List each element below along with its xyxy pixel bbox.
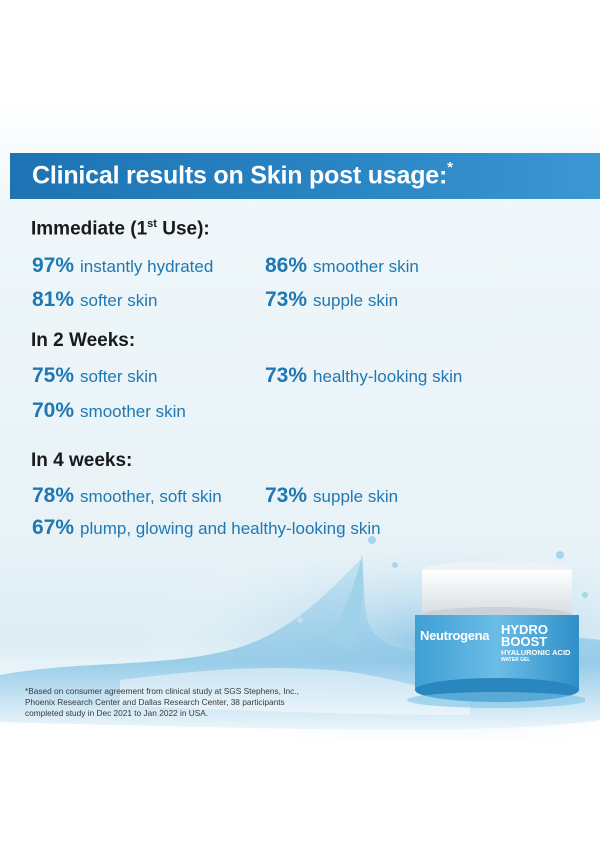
stat-percent: 81% xyxy=(32,288,75,311)
stat-item: 67% plump, glowing and healthy-looking sk… xyxy=(32,516,381,540)
section-heading-immediate-sup: st xyxy=(147,218,157,230)
product-label: HYDRO BOOST HYALURONIC ACID WATER GEL xyxy=(501,622,571,664)
product-name-2: BOOST xyxy=(501,634,548,649)
stat-text: softer skin xyxy=(80,291,158,310)
stat-item: 86% smoother skin xyxy=(265,254,419,278)
section-heading-2-weeks: In 2 Weeks: xyxy=(31,330,136,351)
section-heading-immediate-end: Use): xyxy=(156,218,210,240)
footnote-line: *Based on consumer agreement from clinic… xyxy=(25,686,299,696)
section-heading-immediate-text: Immediate (1 xyxy=(31,218,148,240)
stat-item: 81% softer skin xyxy=(32,288,158,312)
page-title-text: Clinical results on Skin post usage: xyxy=(32,161,448,190)
stat-text: smoother, soft skin xyxy=(80,487,222,506)
footnote: *Based on consumer agreement from clinic… xyxy=(25,686,345,719)
stat-percent: 78% xyxy=(32,484,75,507)
stat-text: softer skin xyxy=(80,367,158,386)
section-heading-immediate: Immediate (1st Use): xyxy=(31,218,210,240)
stat-item: 73% supple skin xyxy=(265,484,398,508)
stat-text: supple skin xyxy=(313,291,399,310)
product-brand: Neutrogena xyxy=(420,628,490,643)
stat-percent: 97% xyxy=(32,254,75,277)
stat-item: 73% healthy-looking skin xyxy=(265,364,462,388)
stat-percent: 73% xyxy=(265,288,308,311)
stat-percent: 75% xyxy=(32,364,75,387)
stat-percent: 73% xyxy=(265,484,308,507)
product-variant: HYALURONIC ACID xyxy=(501,648,571,657)
footnote-line: completed study in Dec 2021 to Jan 2022 … xyxy=(25,708,209,718)
stat-percent: 70% xyxy=(32,399,75,422)
stat-item: 73% supple skin xyxy=(265,288,398,312)
stat-percent: 86% xyxy=(265,254,308,277)
product-type: WATER GEL xyxy=(501,657,531,663)
product-name-1: HYDRO xyxy=(501,622,548,637)
page-title: Clinical results on Skin post usage:* xyxy=(32,159,453,190)
stat-text: plump, glowing and healthy-looking skin xyxy=(80,519,381,538)
stat-item: 70% smoother skin xyxy=(32,399,186,423)
stat-text: smoother skin xyxy=(313,257,419,276)
title-banner: Clinical results on Skin post usage:* xyxy=(10,153,600,199)
stat-text: supple skin xyxy=(313,487,399,506)
stat-item: 75% softer skin xyxy=(32,364,158,388)
section-heading-4-weeks: In 4 weeks: xyxy=(31,450,133,471)
stat-percent: 67% xyxy=(32,516,75,539)
stat-text: smoother skin xyxy=(80,402,186,421)
stat-text: instantly hydrated xyxy=(80,257,214,276)
product-jar xyxy=(407,561,585,708)
stat-text: healthy-looking skin xyxy=(313,367,463,386)
stat-item: 97% instantly hydrated xyxy=(32,254,213,278)
stat-item: 78% smoother, soft skin xyxy=(32,484,222,508)
footnote-mark: * xyxy=(447,159,453,176)
footnote-line: Phoenix Research Center and Dallas Resea… xyxy=(25,697,285,707)
stat-percent: 73% xyxy=(265,364,308,387)
